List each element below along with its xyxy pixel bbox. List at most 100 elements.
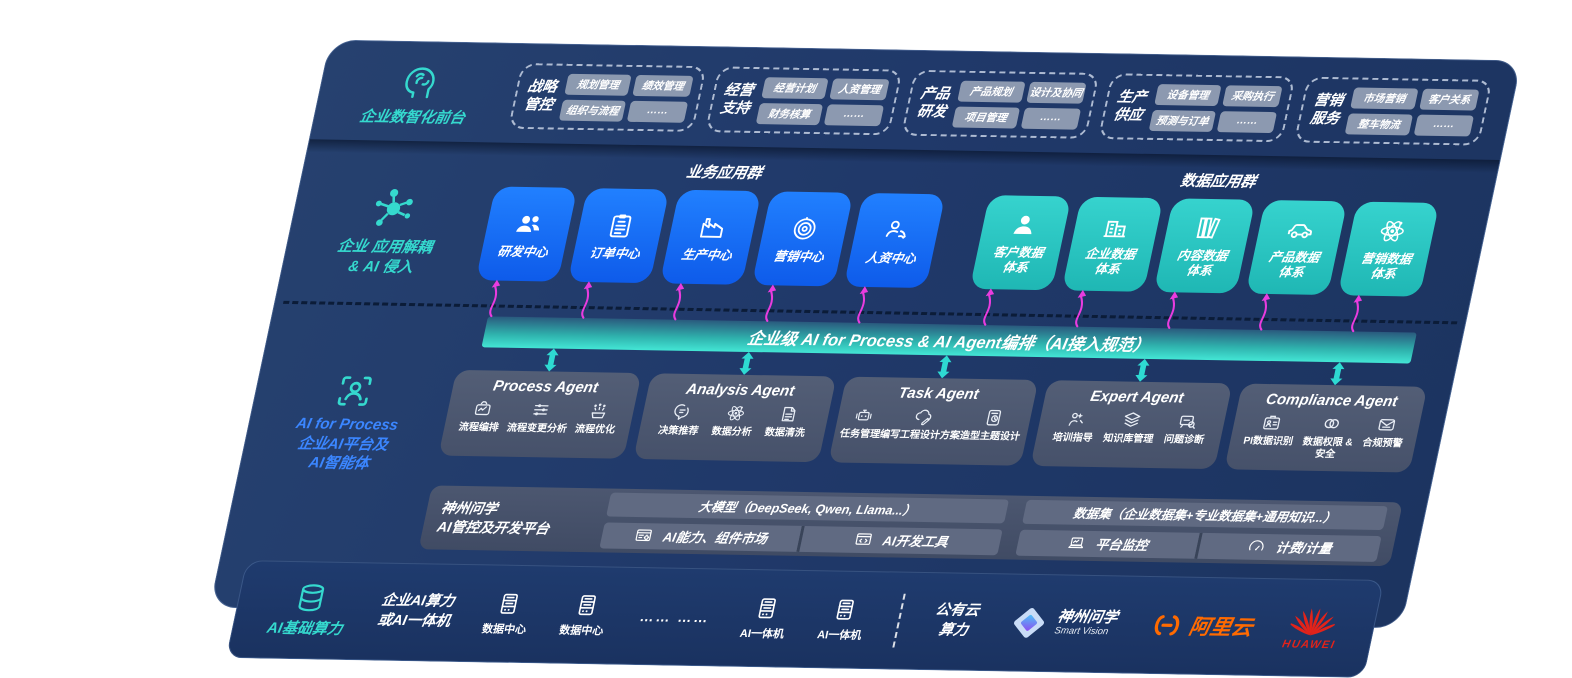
double-arrow-icon	[935, 355, 955, 378]
agent-capability: 造型主题设计	[959, 407, 1027, 443]
double-arrow-icon	[1133, 359, 1153, 382]
data-system-card-product: 产品数据 体系	[1245, 199, 1348, 295]
public-cloud-label: 公有云 算力	[933, 602, 981, 639]
gauge-icon	[1245, 537, 1268, 556]
agent-layer-label: AI for Process 企业AI平台及 AI智能体	[294, 415, 400, 473]
data-system-card-customer: 客户数据 体系	[969, 195, 1072, 290]
agent-capability: 合规预警	[1361, 414, 1409, 450]
agent-layer-row: AI for Process 企业AI平台及 AI智能体 Process Age…	[239, 344, 1456, 493]
flow-monitor-icon	[470, 398, 495, 419]
flow-arrow-icon	[1252, 291, 1277, 331]
application-layer-row: 企业 应用解耦 & AI 侵入 业务应用群 研发中心 订单中心	[281, 154, 1497, 297]
rings-icon	[1319, 413, 1344, 434]
front-office-group-marketing: 营销 服务 市场营销 客户关系 整车物流 ……	[1294, 76, 1493, 146]
robot-icon	[851, 405, 876, 426]
ellipsis-nodes: …… ……	[638, 607, 712, 625]
agent-card-process: Process Agent 流程编排 流程变更分析 流程优化	[438, 369, 642, 459]
front-office-row: 企业数智化前台 战略 管控 规划管理 绩效管理 组织与流程 …… 经营 支持 经营计…	[311, 41, 1521, 157]
window-gear-icon	[632, 526, 655, 545]
business-app-card-hr: 人资中心	[843, 192, 946, 288]
dev-tools-cell: AI开发工具	[799, 525, 1003, 555]
platform-models-section: 大模型（DeepSeek, Qwen, Llama...） AI能力、组件市场 …	[599, 492, 1009, 555]
agent-capability: 数据权限 & 安全	[1296, 413, 1362, 461]
front-office-group-strategy: 战略 管控 规划管理 绩效管理 组织与流程 ……	[507, 62, 707, 132]
server-icon	[829, 596, 861, 622]
agent-card-analysis: Analysis Agent 决策推荐 数据分析 数据清洗	[633, 373, 837, 463]
atom-icon	[1374, 216, 1410, 246]
models-bar: 大模型（DeepSeek, Qwen, Llama...）	[606, 492, 1009, 523]
agent-capability: 数据分析	[710, 402, 758, 438]
capability-market-cell: AI能力、组件市场	[599, 521, 806, 552]
car-icon	[1282, 214, 1318, 244]
agent-capability: 流程优化	[574, 400, 622, 436]
data-system-card-content: 内容数据 体系	[1153, 198, 1256, 293]
group-title: 经营 支持	[718, 82, 756, 117]
agent-card-task: Task Agent 任务管理 编写工程设计方案 造型主题设计	[827, 376, 1039, 466]
agent-card-expert: Expert Agent 培训指导 知识库管理 问题诊断	[1029, 380, 1233, 470]
server-icon	[494, 590, 526, 616]
head-chat-icon	[670, 402, 695, 423]
clipboard-icon	[603, 210, 639, 240]
business-app-card-marketing: 营销中心	[751, 191, 854, 286]
database-icon	[291, 581, 331, 614]
datacenter-node: 数据中心	[558, 591, 612, 638]
agent-cell-process: Process Agent 流程编排 流程变更分析 流程优化	[438, 347, 646, 459]
agent-capability: 编写工程设计方案	[879, 405, 967, 442]
module-pill: 设备管理	[1154, 83, 1222, 106]
module-pill: 设计及协同	[1025, 81, 1087, 104]
huawei-flower-icon	[1289, 608, 1338, 636]
brain-icon	[395, 60, 446, 103]
agent-capability: PI数据识别	[1242, 412, 1299, 448]
agent-capability: 数据清洗	[763, 403, 811, 439]
module-pill: 市场营销	[1350, 86, 1419, 110]
architecture-panel: 企业数智化前台 战略 管控 规划管理 绩效管理 组织与流程 …… 经营 支持 经营计…	[209, 39, 1522, 678]
module-pill: ……	[1413, 114, 1475, 137]
data-system-card-enterprise: 企业数据 体系	[1061, 196, 1164, 292]
module-pill: 经营计划	[760, 76, 829, 99]
platform-dataset-section: 数据集（企业数据集+专业数据集+通用知识...） 平台监控 计费/计量	[1014, 499, 1389, 562]
cloud-pen-icon	[911, 406, 936, 427]
mail-alert-icon	[1374, 414, 1399, 435]
agent-capability: 培训指导	[1051, 408, 1099, 444]
agent-capability: 问题诊断	[1163, 410, 1211, 446]
enterprise-compute-label: 企业AI算力 或AI一体机	[376, 592, 457, 630]
aliyun-logo: 阿里云	[1146, 610, 1255, 642]
flow-arrow-icon	[1068, 288, 1093, 328]
diagram-stage: 企业数智化前台 战略 管控 规划管理 绩效管理 组织与流程 …… 经营 支持 经营计…	[209, 39, 1522, 678]
business-app-card-production: 生产中心	[659, 189, 762, 285]
ai-appliance-node: AI一体机	[739, 594, 793, 641]
flow-arrow-icon	[758, 282, 783, 322]
platform-name: 神州问学 AI管控及开发平台	[435, 499, 552, 536]
id-card-icon	[1259, 412, 1284, 433]
module-pill: 组织与流程	[558, 99, 627, 122]
agent-card-compliance: Compliance Agent PI数据识别 数据权限 & 安全 合规预警	[1224, 383, 1428, 473]
module-pill: ……	[1020, 107, 1081, 130]
flow-arrow-icon	[976, 286, 1001, 326]
person-scan-icon	[330, 371, 378, 412]
module-pill: 项目管理	[951, 106, 1020, 129]
module-pill: ……	[1216, 110, 1278, 133]
flow-arrow-icon	[666, 281, 691, 321]
flow-arrow-icon	[574, 279, 599, 319]
module-pill: 整车物流	[1345, 112, 1413, 135]
agent-capability: 决策推荐	[657, 401, 705, 437]
data-group-title: 数据应用群	[1178, 172, 1258, 191]
front-office-label: 企业数智化前台	[358, 108, 467, 128]
front-office-group-supply: 生产 供应 设备管理 采购执行 预测与订单 ……	[1097, 73, 1297, 143]
layers-icon	[1119, 410, 1144, 431]
dashed-divider	[892, 593, 906, 648]
hr-icon	[879, 215, 915, 245]
infrastructure-band: AI基础算力 企业AI算力 或AI一体机 数据中心 数据中心 …… …… AI一…	[225, 559, 1385, 678]
business-app-card-order: 订单中心	[567, 188, 670, 283]
agent-cell-analysis: Analysis Agent 决策推荐 数据分析 数据清洗	[633, 350, 841, 463]
training-icon	[1064, 409, 1089, 430]
module-pill: 采购执行	[1222, 84, 1284, 107]
double-arrow-icon	[541, 348, 561, 371]
front-office-group-product: 产品 研发 产品规划 设计及协同 项目管理 ……	[900, 69, 1100, 139]
group-title: 生产 供应	[1111, 89, 1149, 124]
monitoring-cell: 平台监控	[1014, 529, 1203, 559]
sliders-icon	[528, 399, 553, 420]
group-title: 产品 研发	[915, 85, 952, 121]
factory-icon	[695, 212, 731, 242]
business-group-title: 业务应用群	[684, 163, 764, 183]
